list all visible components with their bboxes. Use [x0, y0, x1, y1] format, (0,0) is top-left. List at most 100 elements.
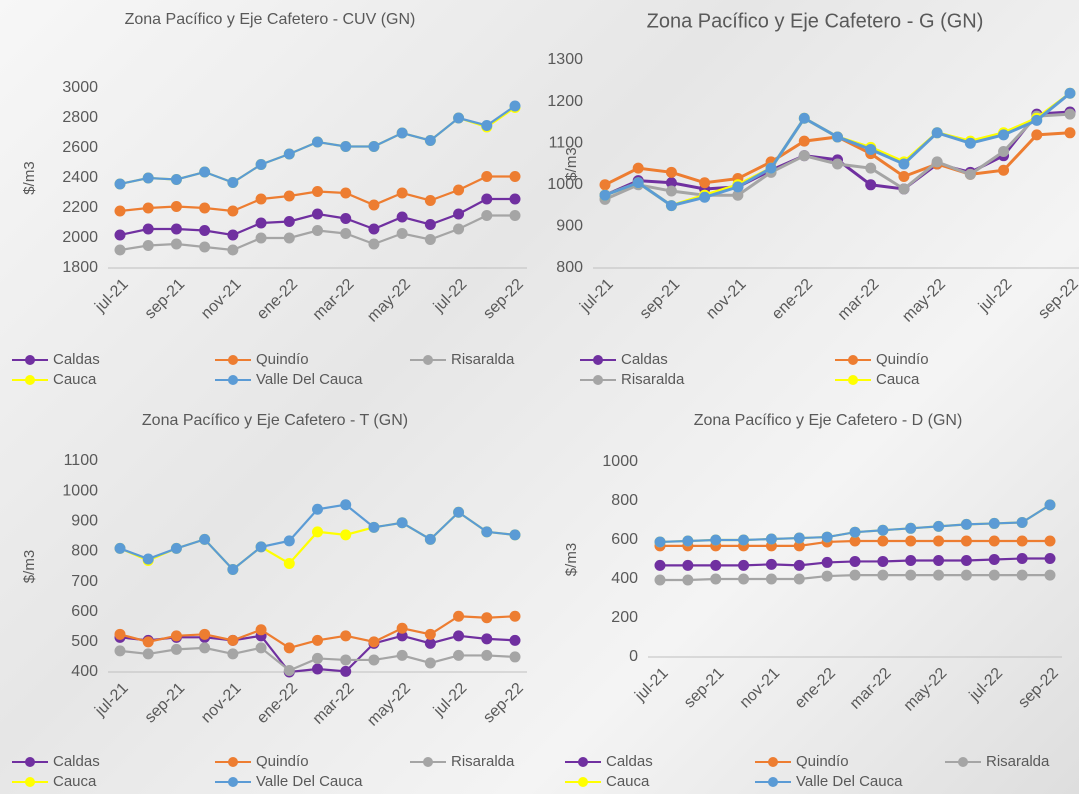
- data-point: [849, 569, 861, 581]
- x-tick-label: jul-21: [576, 276, 616, 316]
- data-point: [905, 522, 917, 534]
- data-point: [453, 630, 465, 642]
- data-point: [170, 630, 182, 642]
- x-tick-label: jul-22: [430, 680, 470, 720]
- data-point: [509, 100, 521, 112]
- y-tick-label: 1000: [62, 482, 98, 499]
- data-point: [227, 244, 239, 256]
- data-point: [312, 663, 323, 675]
- data-point: [509, 529, 521, 541]
- legend-marker: [423, 757, 433, 767]
- data-point: [481, 649, 493, 661]
- data-point: [481, 612, 493, 624]
- data-point: [368, 141, 380, 152]
- x-tick-label: jul-21: [91, 680, 131, 720]
- x-tick-label: may-22: [899, 276, 949, 326]
- data-point: [312, 503, 323, 515]
- y-tick-label: 700: [71, 573, 98, 590]
- x-tick-label: jul-22: [966, 665, 1006, 705]
- legend-marker: [848, 355, 858, 365]
- data-point: [283, 190, 295, 202]
- data-point: [283, 148, 295, 160]
- data-point: [312, 208, 323, 220]
- legend-marker: [228, 375, 238, 385]
- series-line: [119, 510, 516, 572]
- data-point: [368, 199, 380, 211]
- legend-label: Cauca: [53, 371, 97, 388]
- data-point: [255, 624, 267, 636]
- data-point: [481, 171, 493, 182]
- data-point: [368, 654, 380, 666]
- x-tick-label: sep-21: [681, 665, 728, 712]
- data-point: [765, 162, 777, 174]
- data-point: [699, 191, 711, 203]
- data-point: [509, 193, 521, 205]
- legend-label: Quindío: [256, 351, 309, 368]
- data-point: [368, 636, 380, 648]
- data-point: [283, 535, 295, 547]
- legend-label: Caldas: [53, 351, 100, 368]
- data-point: [340, 665, 352, 677]
- data-point: [1064, 127, 1076, 139]
- data-point: [453, 112, 465, 124]
- data-point: [142, 172, 154, 184]
- y-tick-label: 2000: [62, 229, 98, 246]
- data-point: [453, 649, 465, 661]
- data-point: [632, 177, 644, 189]
- data-point: [114, 178, 126, 190]
- data-point: [340, 529, 352, 541]
- data-point: [998, 164, 1010, 176]
- data-point: [1031, 114, 1043, 126]
- chart: Zona Pacífico y Eje Cafetero - CUV (GN) $…: [12, 11, 527, 388]
- data-point: [738, 573, 750, 585]
- y-axis-label: $/m3: [21, 161, 38, 194]
- data-point: [142, 223, 154, 235]
- data-point: [114, 229, 126, 241]
- data-point: [905, 535, 917, 547]
- y-tick-label: 900: [556, 218, 583, 235]
- data-point: [114, 645, 126, 657]
- x-tick-label: ene-22: [254, 680, 301, 727]
- data-point: [877, 524, 889, 536]
- data-point: [877, 569, 889, 581]
- legend-label: Risaralda: [451, 351, 515, 368]
- data-point: [793, 573, 805, 585]
- x-tick-label: nov-21: [198, 680, 245, 727]
- data-point: [142, 240, 154, 251]
- data-point: [340, 499, 352, 511]
- legend-label: Cauca: [606, 773, 650, 790]
- x-tick-label: sep-22: [480, 680, 527, 727]
- legend-marker: [848, 375, 858, 385]
- x-tick-label: sep-21: [637, 276, 684, 323]
- data-point: [368, 521, 380, 533]
- data-point: [227, 634, 239, 646]
- y-axis-label: $/m3: [21, 550, 38, 583]
- data-point: [453, 208, 465, 220]
- x-tick-label: sep-22: [1035, 276, 1079, 323]
- data-point: [312, 652, 323, 664]
- data-point: [905, 554, 917, 566]
- data-point: [424, 657, 436, 669]
- x-tick-label: jul-21: [631, 665, 671, 705]
- y-tick-label: 3000: [62, 79, 98, 96]
- data-point: [1044, 569, 1056, 581]
- legend-label: Risaralda: [621, 371, 685, 388]
- data-point: [170, 238, 182, 250]
- data-point: [1044, 553, 1056, 565]
- data-point: [1016, 535, 1028, 547]
- legend-label: Caldas: [621, 351, 668, 368]
- x-tick-label: mar-22: [310, 276, 358, 324]
- data-point: [396, 211, 408, 223]
- data-point: [255, 232, 267, 244]
- data-point: [988, 517, 1000, 529]
- data-point: [877, 535, 889, 547]
- x-tick-label: ene-22: [792, 665, 839, 712]
- y-tick-label: 1000: [547, 176, 583, 193]
- data-point: [312, 225, 323, 236]
- y-tick-label: 500: [71, 633, 98, 650]
- data-point: [396, 517, 408, 529]
- legend-marker: [593, 375, 603, 385]
- data-point: [1064, 87, 1076, 99]
- data-point: [424, 533, 436, 545]
- data-point: [793, 559, 805, 571]
